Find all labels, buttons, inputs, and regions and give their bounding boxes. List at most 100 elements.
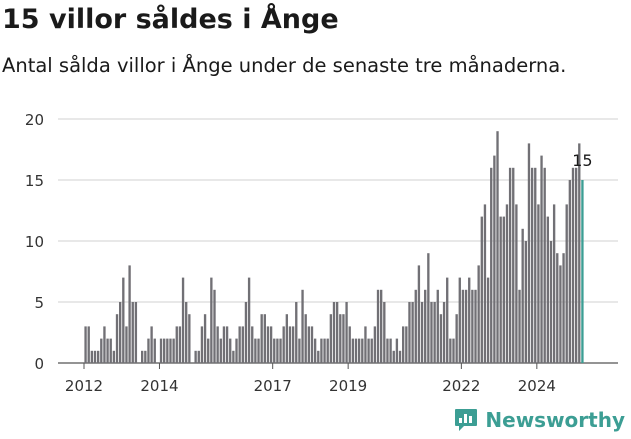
chart-title: 15 villor såldes i Ånge: [2, 4, 339, 35]
bar: [342, 314, 345, 363]
x-tick-label: 2014: [140, 377, 178, 395]
bar: [238, 326, 241, 363]
bar: [263, 314, 266, 363]
bar: [496, 131, 499, 363]
bar: [549, 241, 553, 363]
bar: [351, 338, 355, 363]
bar: [200, 326, 204, 363]
bar: [518, 289, 521, 363]
bar: [197, 350, 200, 363]
bar: [141, 350, 144, 363]
bar: [332, 302, 336, 363]
bar: [257, 338, 260, 363]
y-tick-label: 10: [25, 233, 44, 251]
bar: [486, 277, 490, 363]
bar: [483, 204, 487, 363]
bar: [458, 277, 461, 363]
bar: [534, 167, 537, 363]
bar: [386, 338, 389, 363]
bar: [317, 350, 320, 363]
bar: [367, 338, 370, 363]
bar: [562, 253, 565, 363]
bar: [392, 350, 395, 363]
bar: [122, 277, 125, 363]
bar: [468, 277, 471, 363]
bar: [147, 338, 150, 363]
bar: [370, 338, 373, 363]
bar: [269, 326, 273, 363]
bar: [568, 180, 572, 363]
bar: [115, 314, 119, 363]
bar: [521, 228, 524, 363]
newsworthy-brand-name: Newsworthy: [485, 408, 625, 432]
bar: [222, 326, 226, 363]
bar: [207, 338, 210, 363]
bar: [361, 338, 364, 363]
bar: [247, 277, 251, 363]
bar: [194, 350, 197, 363]
bar: [144, 350, 147, 363]
bar-latest: [581, 180, 584, 363]
bar: [84, 326, 87, 363]
bar: [241, 326, 244, 363]
bar: [405, 326, 408, 363]
bar: [310, 326, 314, 363]
bar: [100, 338, 103, 363]
x-axis: 2012 2014 2017 2019 2022 2024: [65, 363, 556, 395]
bar: [436, 289, 439, 363]
bar: [279, 338, 282, 363]
bar: [118, 302, 122, 363]
bar: [537, 204, 540, 363]
bar: [320, 338, 323, 363]
x-tick-label: 2022: [442, 377, 480, 395]
bar: [565, 204, 568, 363]
bar: [159, 338, 163, 363]
bar: [373, 326, 377, 363]
bar: [150, 326, 153, 363]
bar: [128, 265, 131, 363]
bar: [219, 338, 222, 363]
x-tick-label: 2024: [518, 377, 556, 395]
bar: [178, 326, 182, 363]
bar: [540, 155, 543, 363]
bar: [414, 289, 417, 363]
bar: [499, 216, 502, 363]
bar: [166, 338, 169, 363]
bar: [229, 338, 232, 363]
bar: [543, 167, 546, 363]
bar: [379, 289, 383, 363]
bar: [134, 302, 138, 363]
bar: [181, 277, 185, 363]
bar: [505, 204, 509, 363]
bar: [452, 338, 455, 363]
bar: [175, 326, 178, 363]
bar: [442, 302, 446, 363]
bar: [291, 326, 295, 363]
chart-subtitle: Antal sålda villor i Ånge under de senas…: [2, 54, 567, 77]
bar: [455, 314, 458, 363]
bar: [439, 314, 443, 363]
bar: [471, 289, 474, 363]
bar: [402, 326, 405, 363]
bar: [524, 241, 527, 363]
bar: [420, 302, 424, 363]
bar: [210, 277, 213, 363]
bar: [446, 277, 449, 363]
bar: [235, 338, 238, 363]
bar: [571, 167, 575, 363]
bar: [527, 143, 531, 363]
bar: [282, 326, 285, 363]
bar: [185, 302, 188, 363]
y-tick-label: 20: [25, 111, 44, 129]
y-tick-label: 0: [34, 355, 44, 373]
bar: [285, 314, 289, 363]
bar: [163, 338, 166, 363]
bar: [430, 302, 433, 363]
bar: [449, 338, 452, 363]
bar: [512, 167, 515, 363]
bar: [288, 326, 292, 363]
bar: [188, 314, 191, 363]
bar: [398, 350, 402, 363]
bar: [348, 326, 351, 363]
bar: [329, 314, 333, 363]
